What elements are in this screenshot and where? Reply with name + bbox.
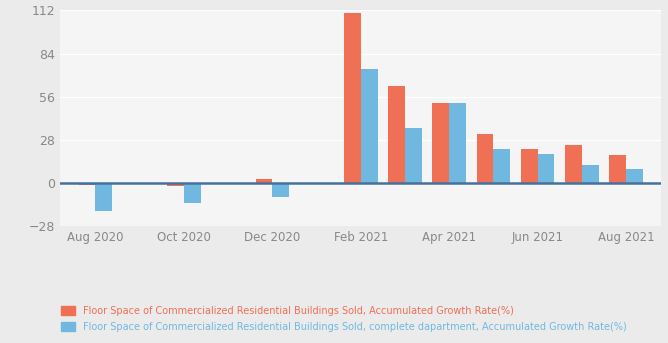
Bar <box>273 183 289 197</box>
Bar <box>79 183 96 186</box>
Bar <box>565 145 582 183</box>
Bar <box>344 13 361 183</box>
Legend: Floor Space of Commercialized Residential Buildings Sold, Accumulated Growth Rat: Floor Space of Commercialized Residentia… <box>58 303 629 335</box>
Bar <box>626 169 643 183</box>
Bar <box>582 165 599 183</box>
Bar <box>609 155 626 183</box>
Bar <box>432 103 449 183</box>
Bar <box>184 183 200 203</box>
Bar <box>476 134 494 183</box>
Bar <box>494 149 510 183</box>
Bar <box>405 128 422 183</box>
Bar <box>96 183 112 211</box>
Bar <box>521 149 538 183</box>
Bar <box>167 183 184 186</box>
Bar <box>449 103 466 183</box>
Bar <box>361 69 377 183</box>
Bar <box>255 178 273 183</box>
Bar <box>388 86 405 183</box>
Bar <box>538 154 554 183</box>
